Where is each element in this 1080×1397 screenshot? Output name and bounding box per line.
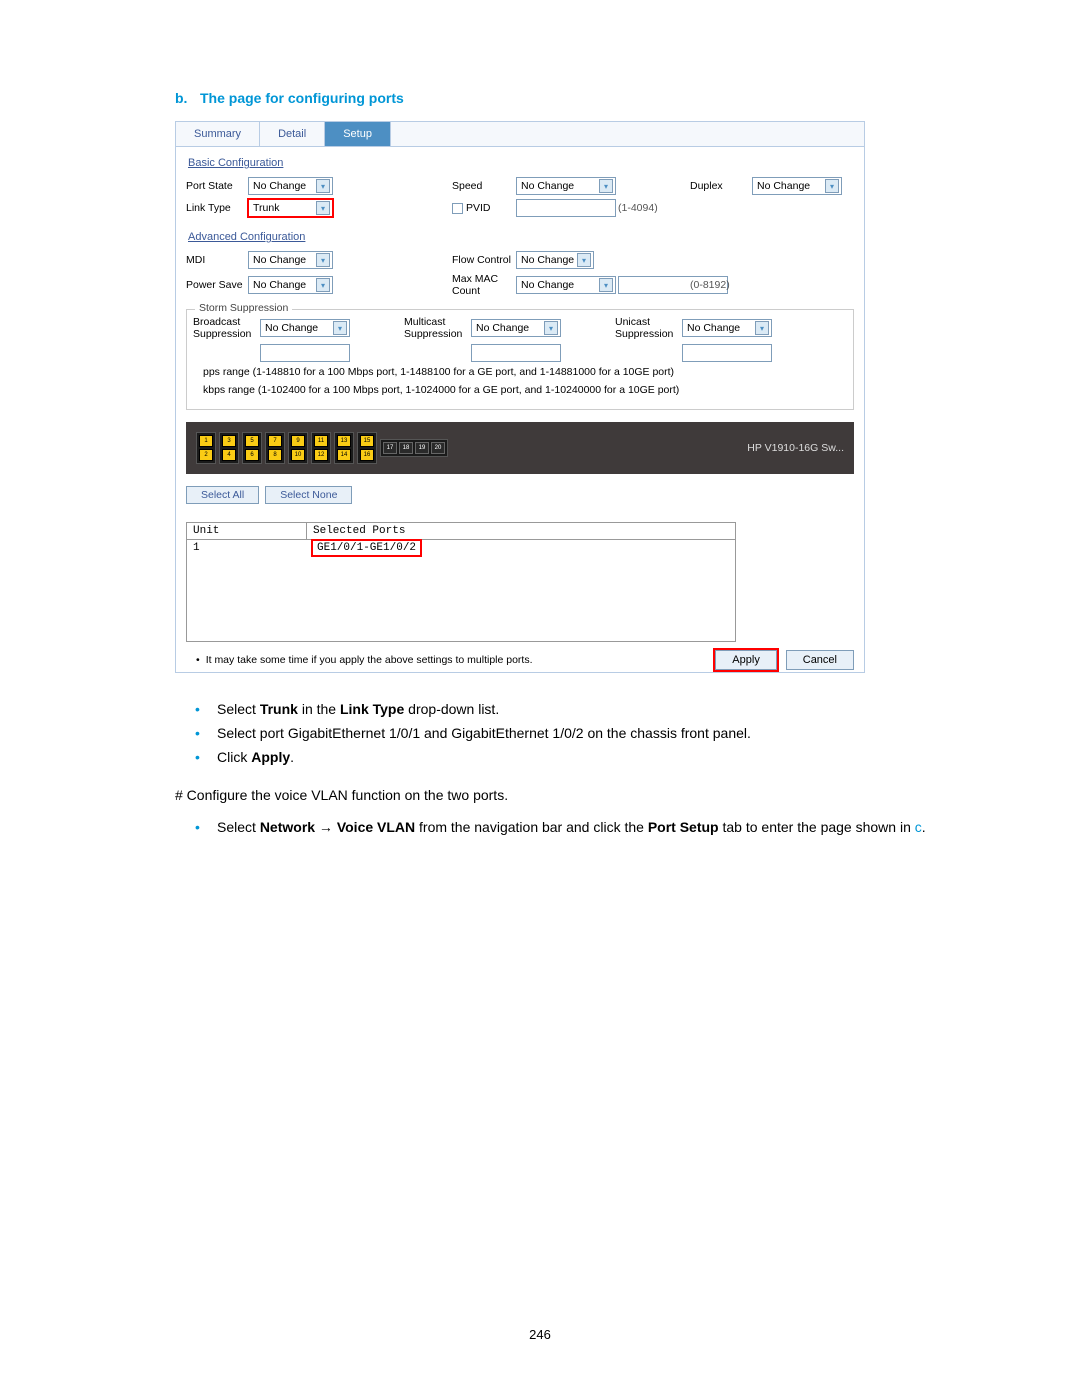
chassis-label: HP V1910-16G Sw... <box>747 442 844 454</box>
select-duplex[interactable]: No Change▾ <box>752 177 842 195</box>
label-linktype: Link Type <box>186 202 246 214</box>
port-6[interactable]: 6 <box>245 449 259 461</box>
doc-bullet: Select Trunk in the Link Type drop-down … <box>195 698 960 722</box>
select-portstate[interactable]: No Change▾ <box>248 177 333 195</box>
col-unit-header: Unit <box>187 523 307 539</box>
apply-button[interactable]: Apply <box>715 650 777 670</box>
select-mdi[interactable]: No Change▾ <box>248 251 333 269</box>
port-12[interactable]: 12 <box>314 449 328 461</box>
port-13[interactable]: 13 <box>337 435 351 447</box>
basic-config-title: Basic Configuration <box>176 147 864 173</box>
hint-pvid: (1-4094) <box>618 202 688 214</box>
footer-note-text: It may take some time if you apply the a… <box>196 654 533 666</box>
select-all-button[interactable]: Select All <box>186 486 259 504</box>
label-pvid: PVID <box>452 202 514 214</box>
row-unit: 1 <box>187 540 307 556</box>
col-ports-header: Selected Ports <box>307 523 735 539</box>
port-11[interactable]: 11 <box>314 435 328 447</box>
label-maxmac: Max MAC Count <box>452 273 514 297</box>
port-7[interactable]: 7 <box>268 435 282 447</box>
label-unicast: Unicast Suppression <box>615 316 680 340</box>
section-heading: b.The page for configuring ports <box>175 90 960 106</box>
select-speed[interactable]: No Change▾ <box>516 177 616 195</box>
port-groups: 12345678910111213141516 17181920 <box>196 432 448 464</box>
page-number: 246 <box>0 1327 1080 1342</box>
port-9[interactable]: 9 <box>291 435 305 447</box>
port-15[interactable]: 15 <box>360 435 374 447</box>
dark-port-group: 17181920 <box>380 439 448 457</box>
port-1[interactable]: 1 <box>199 435 213 447</box>
label-duplex: Duplex <box>690 180 750 192</box>
select-unicast[interactable]: No Change▾ <box>682 319 772 337</box>
advanced-config-title: Advanced Configuration <box>176 221 864 247</box>
port-group: 34 <box>219 432 239 464</box>
doc-bullets-1: Select Trunk in the Link Type drop-down … <box>175 698 960 769</box>
select-multicast[interactable]: No Change▾ <box>471 319 561 337</box>
select-none-button[interactable]: Select None <box>265 486 352 504</box>
port-10[interactable]: 10 <box>291 449 305 461</box>
port-18[interactable]: 18 <box>399 442 413 454</box>
port-3[interactable]: 3 <box>222 435 236 447</box>
port-group: 78 <box>265 432 285 464</box>
tab-setup[interactable]: Setup <box>325 122 391 146</box>
port-5[interactable]: 5 <box>245 435 259 447</box>
input-multicast[interactable] <box>471 344 561 362</box>
config-screenshot: Summary Detail Setup Basic Configuration… <box>175 121 865 673</box>
select-powersave[interactable]: No Change▾ <box>248 276 333 294</box>
port-group: 1516 <box>357 432 377 464</box>
note-kbps: kbps range (1-102400 for a 100 Mbps port… <box>193 384 847 402</box>
doc-bullet: Select Network → Voice VLAN from the nav… <box>195 816 960 840</box>
select-broadcast[interactable]: No Change▾ <box>260 319 350 337</box>
port-8[interactable]: 8 <box>268 449 282 461</box>
tab-bar: Summary Detail Setup <box>176 122 864 147</box>
doc-bullet: Click Apply. <box>195 746 960 770</box>
port-17[interactable]: 17 <box>383 442 397 454</box>
select-flowcontrol[interactable]: No Change▾ <box>516 251 594 269</box>
tab-detail[interactable]: Detail <box>260 122 325 146</box>
label-mdi: MDI <box>186 254 246 266</box>
doc-bullet: Select port GigabitEthernet 1/0/1 and Gi… <box>195 722 960 746</box>
port-group: 1112 <box>311 432 331 464</box>
doc-configure-line: # Configure the voice VLAN function on t… <box>175 784 960 806</box>
select-maxmac[interactable]: No Change▾ <box>516 276 616 294</box>
checkbox-pvid[interactable] <box>452 203 463 214</box>
label-multicast: Multicast Suppression <box>404 316 469 340</box>
port-16[interactable]: 16 <box>360 449 374 461</box>
port-group: 56 <box>242 432 262 464</box>
storm-fieldset: Storm Suppression Broadcast Suppression … <box>186 309 854 410</box>
input-broadcast[interactable] <box>260 344 350 362</box>
port-group: 910 <box>288 432 308 464</box>
port-group: 1314 <box>334 432 354 464</box>
port-2[interactable]: 2 <box>199 449 213 461</box>
note-pps: pps range (1-148810 for a 100 Mbps port,… <box>193 362 847 384</box>
hint-maxmac: (0-8192) <box>690 279 842 291</box>
tab-summary[interactable]: Summary <box>176 122 260 146</box>
selected-ports-table: Unit Selected Ports 1 GE1/0/1-GE1/0/2 <box>186 522 736 642</box>
port-group: 12 <box>196 432 216 464</box>
label-flowcontrol: Flow Control <box>452 254 514 266</box>
label-speed: Speed <box>452 180 514 192</box>
doc-bullets-2: Select Network → Voice VLAN from the nav… <box>175 816 960 840</box>
label-broadcast: Broadcast Suppression <box>193 316 258 340</box>
port-19[interactable]: 19 <box>415 442 429 454</box>
row-ports: GE1/0/1-GE1/0/2 <box>307 540 426 556</box>
cancel-button[interactable]: Cancel <box>786 650 854 670</box>
input-pvid[interactable] <box>516 199 616 217</box>
label-powersave: Power Save <box>186 279 246 291</box>
chassis-panel: 12345678910111213141516 17181920 HP V191… <box>186 422 854 474</box>
label-portstate: Port State <box>186 180 246 192</box>
port-20[interactable]: 20 <box>431 442 445 454</box>
select-linktype[interactable]: Trunk▾ <box>248 199 333 217</box>
port-4[interactable]: 4 <box>222 449 236 461</box>
input-unicast[interactable] <box>682 344 772 362</box>
port-14[interactable]: 14 <box>337 449 351 461</box>
